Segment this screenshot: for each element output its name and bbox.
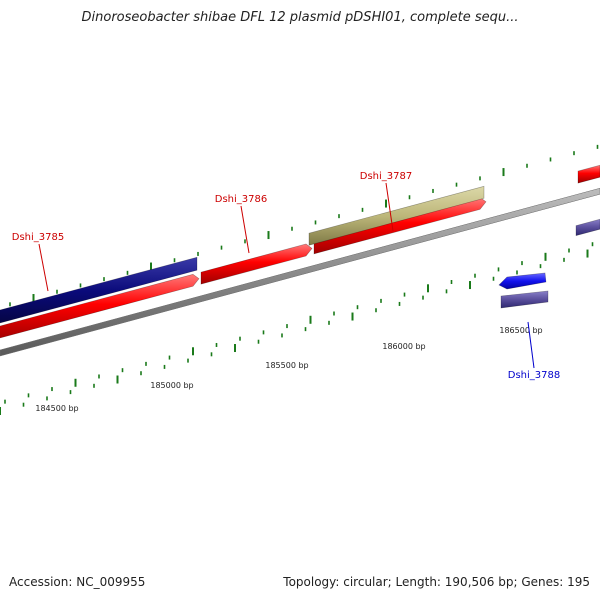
gene-label-dshi-3788[interactable]: Dshi_3788 (508, 370, 560, 381)
gene-labels: Dshi_3785 Dshi_3786 Dshi_3787 Dshi_3788 (12, 171, 560, 381)
gene-arrow-reverse[interactable] (500, 290, 549, 309)
gene-arrow-dshi-3785[interactable] (0, 256, 198, 325)
tick-marks (0, 144, 599, 415)
accession-text: Accession: NC_009955 (9, 575, 146, 589)
gene-arrow-dshi-3786[interactable] (200, 243, 313, 285)
topology-summary: Topology: circular; Length: 190,506 bp; … (283, 575, 590, 589)
scale-label: 185000 bp (150, 381, 193, 390)
gene-features[interactable] (0, 164, 600, 340)
gene-arrow-dshi-3788[interactable] (498, 272, 547, 290)
gene-label-dshi-3785[interactable]: Dshi_3785 (12, 232, 64, 243)
scale-label: 186500 bp (499, 326, 542, 335)
gene-arrow-forward[interactable] (577, 164, 600, 184)
label-leader-line (385, 182, 394, 232)
gene-arrow-forward[interactable] (0, 273, 200, 340)
scale-labels: 184500 bp 185000 bp 185500 bp 186000 bp 1865… (35, 326, 542, 413)
scale-label: 185500 bp (265, 361, 308, 370)
scale-label: 184500 bp (35, 404, 78, 413)
scale-label: 186000 bp (382, 342, 425, 351)
gene-arrow-dshi-3787[interactable] (308, 185, 485, 246)
dna-backbone (0, 187, 600, 357)
label-leader-line (38, 243, 49, 292)
label-leader-line (527, 321, 535, 369)
gene-label-dshi-3787[interactable]: Dshi_3787 (360, 171, 412, 182)
gene-label-dshi-3786[interactable]: Dshi_3786 (215, 194, 267, 205)
map-title: Dinoroseobacter shibae DFL 12 plasmid pD… (81, 10, 519, 25)
gene-arrow-reverse[interactable] (575, 218, 600, 237)
label-leader-line (240, 205, 250, 254)
